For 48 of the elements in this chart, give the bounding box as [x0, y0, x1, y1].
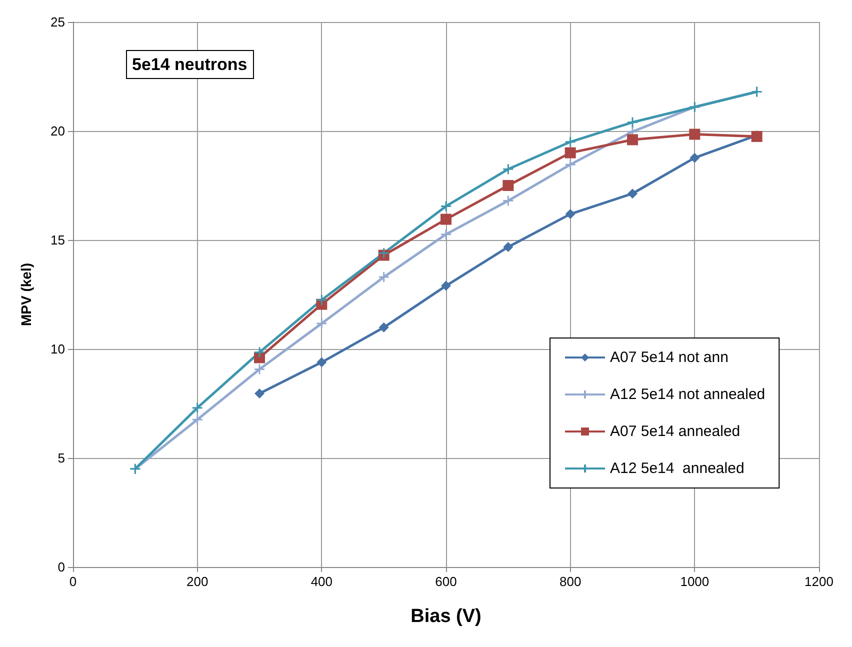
- point: [502, 195, 514, 207]
- legend-label: A12 5e14 annealed: [610, 460, 744, 477]
- legend-label: A07 5e14 not ann: [610, 349, 728, 366]
- point: [565, 209, 576, 220]
- point: [689, 128, 700, 140]
- y-tick-label: 15: [50, 232, 65, 248]
- point: [690, 152, 700, 163]
- point: [316, 357, 327, 368]
- x-tick-label: 1000: [680, 574, 710, 589]
- legend-label: A07 5e14 annealed: [610, 423, 740, 440]
- x-tick-label: 0: [69, 574, 77, 589]
- point: [626, 116, 638, 128]
- y-tick-label: 10: [50, 342, 65, 356]
- y-axis-title: MPV (kel): [18, 262, 34, 326]
- point: [628, 188, 638, 199]
- y-tick-label: 25: [50, 14, 65, 30]
- x-tick-label: 400: [310, 574, 333, 589]
- legend-label: A12 5e14 not annealed: [610, 386, 766, 403]
- point: [316, 294, 328, 306]
- x-tick-label: 200: [186, 574, 208, 589]
- x-tick-label: 600: [435, 574, 457, 589]
- x-tick-label: 1200: [804, 574, 834, 589]
- point: [564, 158, 576, 170]
- text: 5e14 neutrons: [132, 55, 248, 74]
- point: [254, 346, 266, 358]
- point: [192, 414, 204, 426]
- y-tick-label: 5: [58, 450, 65, 466]
- x-tick-label: 800: [559, 574, 582, 589]
- point: [192, 402, 204, 414]
- point: [378, 247, 390, 259]
- point: [564, 136, 576, 148]
- y-tick-label: 20: [50, 124, 65, 138]
- point: [441, 280, 451, 291]
- point: [503, 242, 514, 252]
- point: [254, 388, 264, 398]
- point: [564, 147, 576, 158]
- x-axis-title: Bias (V): [410, 606, 482, 627]
- point: [440, 200, 452, 212]
- point: [254, 364, 266, 376]
- point: [502, 163, 514, 175]
- point: [316, 318, 328, 330]
- point: [440, 214, 452, 225]
- point: [378, 271, 390, 283]
- point: [502, 180, 514, 191]
- point: [440, 228, 452, 240]
- point: [378, 322, 389, 332]
- point: [627, 134, 638, 146]
- y-tick-label: 0: [58, 560, 65, 574]
